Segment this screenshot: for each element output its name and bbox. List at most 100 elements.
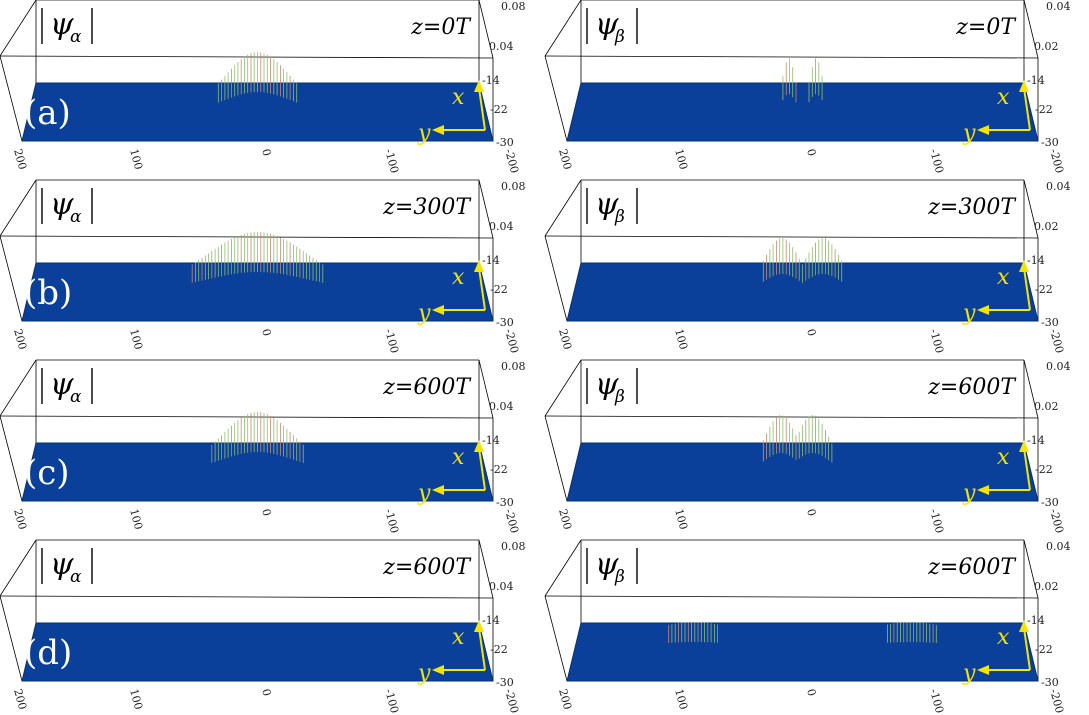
field-label: ψβ [586,187,638,227]
z-tick-label: 0.08 [501,360,526,373]
panel-b: 0.08 0.04 -14 -22 -30 200 100 0 -100 -200 ψα z=300T… [0,179,526,355]
beam-profile [160,412,355,484]
field-subscript: β [614,27,625,47]
y-tick-label: -200 [502,507,521,534]
box-edge [1023,179,1039,239]
y-tick-label: 200 [11,687,29,711]
z-tick-label: 0.02 [1034,220,1059,233]
box-edge [0,55,23,142]
x-tick-label: -22 [490,283,508,296]
axis-indicator: xy [417,440,486,506]
field-symbol: ψ [595,367,619,402]
y-tick-label: -100 [382,687,401,714]
beam-profile [25,630,490,664]
field-subscript: α [70,207,82,227]
box-edge [544,359,582,417]
x-tick-label: -22 [490,463,508,476]
y-tick-label: -200 [1047,147,1066,174]
z-tick-label: 0.04 [1046,360,1071,373]
field-symbol: ψ [50,7,74,42]
axis-x-label: x [997,625,1010,650]
x-tick-label: -14 [482,74,500,87]
y-tick-label: 100 [672,507,690,531]
y-tick-label: 200 [11,147,29,171]
panel-label: (c) [24,453,70,493]
y-tick-label: 0 [259,327,273,337]
z-tick-label: 0.04 [1046,540,1071,553]
time-label: z=300T [927,195,1017,220]
x-tick-label: -30 [496,136,514,149]
field-symbol: ψ [50,367,74,402]
axis-y-label: y [962,661,976,686]
x-tick-label: -30 [1041,676,1059,689]
y-tick-label: 200 [556,327,574,351]
field-symbol: ψ [595,7,619,42]
axis-indicator: xy [962,440,1031,506]
x-tick-label: -14 [1027,74,1045,87]
axis-y-label: y [417,481,431,506]
z-tick-label: 0.04 [1046,180,1071,193]
axis-x-label: x [452,265,465,290]
box-edge [544,595,1039,599]
field-symbol: ψ [50,547,74,582]
y-tick-label: -200 [1047,507,1066,534]
y-tick-label: -200 [1047,687,1066,714]
field-label: ψα [41,547,93,587]
z-tick-label: 0.04 [1046,0,1071,13]
box-edge [544,235,568,322]
field-symbol: ψ [50,187,74,222]
box-edge [544,179,582,237]
x-tick-label: -14 [1027,254,1045,267]
axis-indicator: xy [962,260,1031,326]
y-tick-label: 0 [259,507,273,517]
box-edge [1023,539,1039,599]
box-edge [0,179,37,237]
y-tick-label: 100 [672,147,690,171]
field-label: ψβ [586,547,638,587]
z-tick-label: 0.04 [489,580,514,593]
axis-indicator: xy [417,80,486,146]
x-tick-label: -22 [1035,283,1053,296]
y-tick-label: 200 [556,507,574,531]
panel-b2: 0.04 0.02 -14 -22 -30 200 100 0 -100 -200 ψβ z=300T… [544,179,1071,355]
panel-c2: 0.04 0.02 -14 -22 -30 200 100 0 -100 -200 ψβ z=600T… [544,359,1071,535]
box-edge [478,359,494,419]
box-edge [0,359,37,417]
x-tick-label: -30 [496,496,514,509]
box-edge [544,415,1039,419]
axis-y-label: y [962,121,976,146]
x-tick-label: -22 [1035,463,1053,476]
y-tick-label: 0 [259,687,273,697]
time-label: z=0T [410,15,472,40]
axis-y-label: y [417,301,431,326]
beam-profile [771,58,834,124]
x-tick-label: -14 [482,614,500,627]
y-tick-label: 0 [804,687,818,697]
beam-profile [117,232,398,304]
x-tick-label: -14 [482,254,500,267]
z-tick-label: 0.02 [1034,400,1059,413]
field-subscript: α [70,567,82,587]
box-edge [0,235,23,322]
box-edge [0,235,494,239]
y-tick-label: 0 [804,147,818,157]
panel-c: 0.08 0.04 -14 -22 -30 200 100 0 -100 -200 ψα z=600T… [0,359,526,535]
z-tick-label: 0.04 [489,400,514,413]
box-edge [0,595,494,599]
panel-a: 0.08 0.04 -14 -22 -30 200 100 0 -100 -200 ψα z=0T (a… [0,0,526,175]
z-tick-label: 0.04 [489,220,514,233]
x-tick-label: -22 [1035,643,1053,656]
axis-x-label: x [452,445,465,470]
panel-label: (b) [24,273,72,313]
x-tick-label: -22 [490,103,508,116]
field-subscript: β [614,207,625,227]
y-tick-label: 0 [804,327,818,337]
box-edge [478,0,494,59]
axis-x-label: x [452,85,465,110]
time-label: z=300T [382,195,472,220]
box-edge [544,595,568,682]
field-subscript: α [70,27,82,47]
axis-indicator: xy [962,80,1031,146]
axis-x-label: x [997,445,1010,470]
beam-profile [738,415,857,484]
